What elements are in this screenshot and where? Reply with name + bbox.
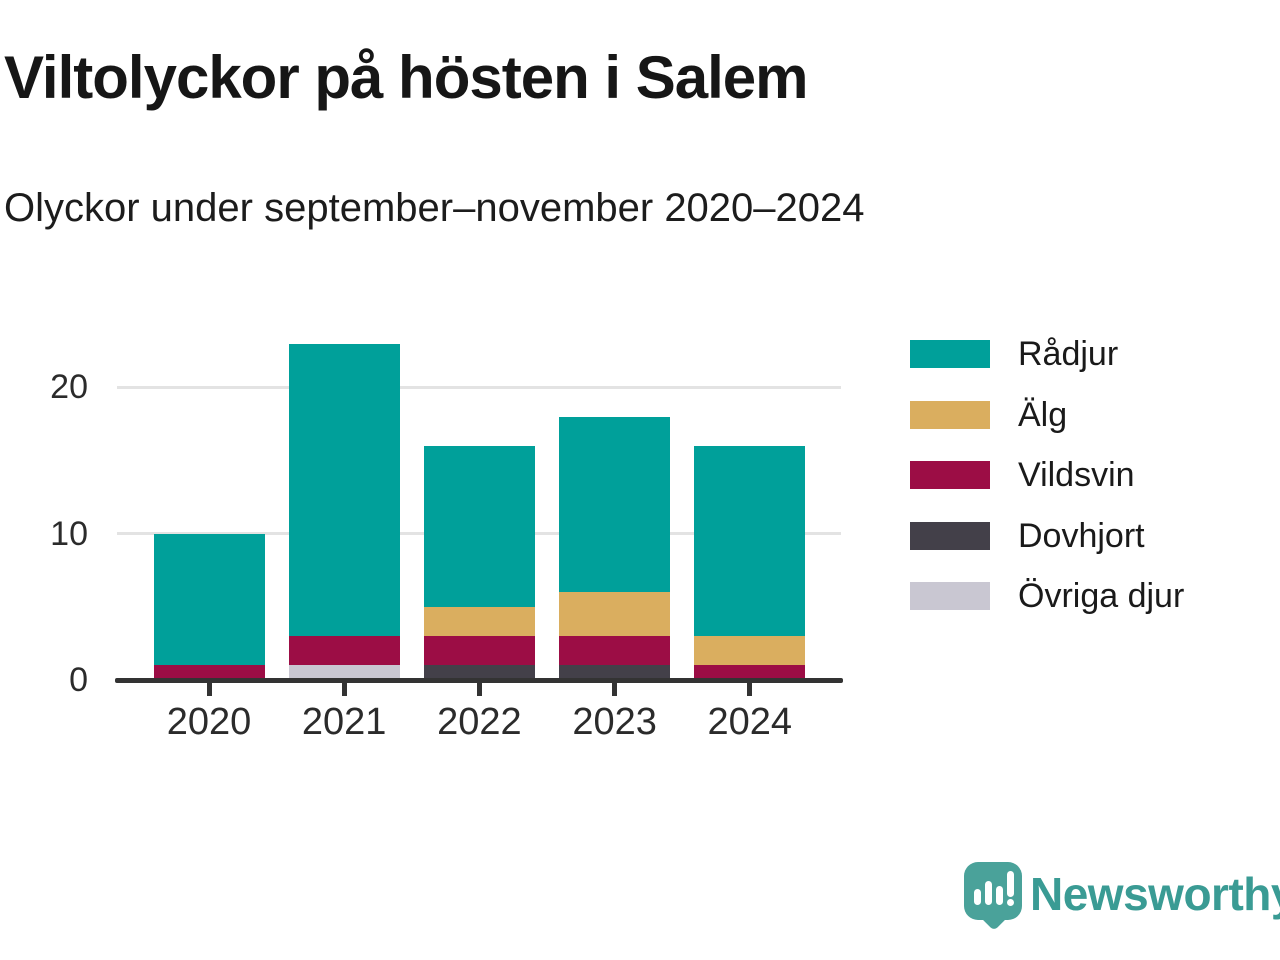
legend-label-dovhjort: Dovhjort [1018,516,1145,555]
bar-segment-vildsvin-2023 [559,636,671,665]
bar-segment-älg-2022 [423,607,535,636]
y-axis-label-20: 20 [50,368,88,407]
x-axis-label-2020: 2020 [166,701,252,743]
newsworthy-wordmark: Newsworthy [1030,868,1280,920]
bar-segment-älg-2023 [559,592,671,636]
legend-item-dovhjort: Dovhjort [910,517,1280,555]
legend-swatch-rådjur [910,340,990,368]
legend-item-vildsvin: Vildsvin [910,456,1280,494]
bar-segment-vildsvin-2022 [423,636,535,665]
bar-segment-rådjur-2020 [153,534,265,665]
bar-segment-vildsvin-2021 [288,636,400,665]
legend-item-älg: Älg [910,396,1280,434]
legend-swatch-övriga-djur [910,582,990,610]
bar-segment-rådjur-2023 [559,417,671,592]
bar-segment-älg-2024 [694,636,806,665]
bar-segment-rådjur-2022 [423,446,535,607]
legend-swatch-älg [910,400,990,429]
legend-label-vildsvin: Vildsvin [1018,456,1135,494]
logo-exclamation-bar [1007,871,1014,897]
logo-bar-2 [985,881,992,905]
legend-label-älg: Älg [1018,395,1068,434]
bar-segment-vildsvin-2020 [153,665,265,680]
y-axis-label-10: 10 [50,514,88,553]
x-axis-tick-2024 [747,682,753,696]
bar-segment-rådjur-2024 [694,446,806,636]
y-axis-label-0: 0 [69,661,88,699]
x-axis-tick-2022 [476,682,482,696]
logo-bar-3 [996,886,1003,905]
bar-segment-dovhjort-2022 [423,665,535,680]
logo-bar-1 [974,889,981,905]
legend-item-rådjur: Rådjur [910,335,1280,373]
x-axis-label-2023: 2023 [572,701,657,743]
bar-segment-rådjur-2021 [288,344,400,636]
chart-subtitle: Olyckor under september–november 2020–20… [4,186,865,230]
bar-segment-övriga-djur-2021 [288,665,400,680]
legend-label-övriga-djur: Övriga djur [1018,577,1185,615]
bar-segment-vildsvin-2024 [694,665,806,680]
x-axis-tick-2021 [341,682,347,696]
logo-exclamation-dot [1007,899,1014,906]
newsworthy-logo: Newsworthy [964,862,1280,934]
x-axis-label-2022: 2022 [437,701,522,743]
x-axis-line [115,677,843,683]
legend-swatch-dovhjort [910,521,990,550]
x-axis-tick-2023 [612,682,618,696]
legend-swatch-vildsvin [910,461,990,489]
x-axis-tick-2020 [206,682,212,696]
x-axis-label-2021: 2021 [301,701,387,743]
newsworthy-speech-bubble-bar-chart-icon [964,862,1022,931]
legend-label-rådjur: Rådjur [1018,335,1119,373]
bar-segment-dovhjort-2023 [559,665,671,680]
legend-item-övriga-djur: Övriga djur [910,577,1280,615]
chart-title: Viltolyckor på hösten i Salem [4,44,809,111]
x-axis-label-2024: 2024 [707,701,793,743]
gridline-20 [117,385,841,389]
